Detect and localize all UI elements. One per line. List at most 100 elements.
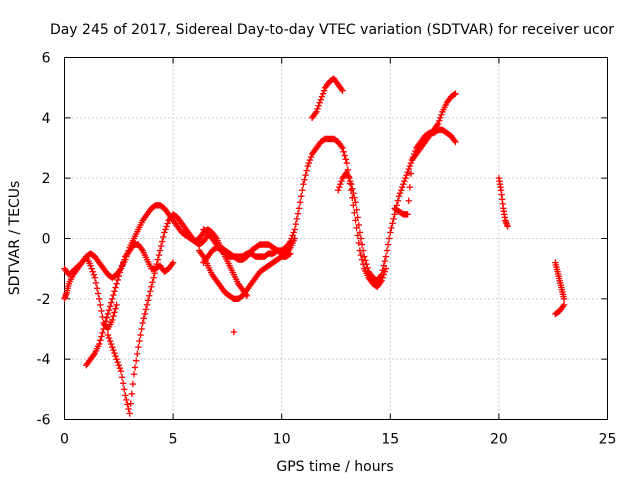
data-point [87,262,94,269]
data-point [110,346,117,354]
data-point [343,168,351,176]
data-point [89,268,96,275]
data-point [337,181,344,188]
data-point [112,284,119,291]
data-point [140,315,147,322]
data-point [354,214,361,221]
y-tick-label: 0 [42,232,51,248]
data-point [169,259,177,266]
data-point [119,259,127,266]
data-point [318,93,326,100]
data-point [404,168,411,176]
data-point [135,343,142,351]
data-point [118,374,126,381]
data-point [405,197,412,204]
data-point [339,144,346,152]
data-point [130,371,138,378]
data-point [452,90,459,97]
data-point [362,257,369,264]
data-point [160,233,167,241]
data-point [306,156,314,164]
data-point [109,343,116,351]
data-point [298,193,305,200]
data-point [301,176,308,183]
data-point [122,392,129,399]
data-point [434,120,442,128]
data-point [113,355,120,363]
data-point [115,273,122,280]
data-point [106,337,114,345]
data-point [124,401,131,408]
data-point [313,108,320,115]
data-point [345,174,353,182]
data-point [125,405,132,413]
data-point [97,301,104,309]
y-tick-label: 4 [42,111,51,127]
data-point [117,265,125,272]
data-point [381,257,389,265]
data-point [98,307,105,315]
data-point [143,301,151,309]
data-point [114,276,121,284]
data-point [400,181,407,188]
gridlines [64,57,608,420]
data-point [452,138,459,146]
data-point [361,253,368,260]
data-point [156,247,164,254]
data-point [384,241,392,248]
data-point [386,235,393,242]
data-point [118,262,126,269]
data-point [109,316,116,324]
data-point [389,220,396,227]
data-point [113,301,120,309]
y-tick-label: -2 [37,292,51,308]
data-point [159,238,166,245]
data-point [90,271,98,278]
data-point [364,264,371,272]
data-point [406,162,414,170]
data-point [109,295,116,303]
data-point [290,229,297,236]
data-point [343,159,351,167]
data-point [121,256,128,263]
data-point [117,368,125,375]
data-point [152,265,159,272]
data-point [293,215,301,223]
data-point [141,310,149,318]
x-tick-label: 25 [599,432,617,448]
data-point [357,235,365,242]
data-point [139,319,146,327]
data-point [299,187,306,194]
data-point [115,362,122,369]
data-point [352,199,359,206]
data-point [380,262,387,269]
data-point [349,185,356,192]
data-point [295,205,303,212]
data-point [94,290,102,297]
data-point [163,223,170,230]
data-point [351,194,358,201]
data-point [407,170,415,177]
data-point [336,184,343,191]
plot-frame [64,57,608,420]
data-point [358,241,366,248]
data-point [116,269,124,276]
data-point [316,99,323,106]
data-point [342,156,349,163]
data-point [356,229,364,236]
data-point [126,410,133,417]
x-tick-label: 5 [169,432,178,448]
data-point [406,184,414,191]
data-point [396,190,404,197]
data-point [154,256,162,263]
data-point [134,350,141,358]
data-point [149,279,156,286]
data-point [111,288,118,295]
data-point [101,322,108,329]
data-point [402,174,409,182]
data-point [144,297,152,304]
axis-ticks [64,57,608,420]
data-point [147,288,154,295]
data-point [138,325,145,333]
data-point [96,295,103,303]
